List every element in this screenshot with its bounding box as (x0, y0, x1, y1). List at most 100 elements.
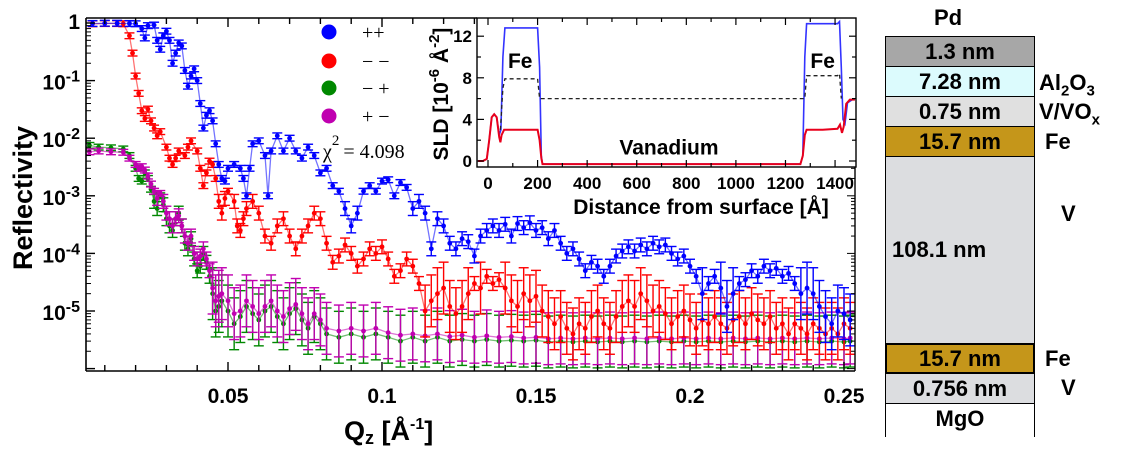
data-point (783, 265, 794, 281)
data-marker (287, 306, 292, 312)
data-marker (533, 293, 539, 299)
data-point (611, 248, 622, 264)
legend-label: ++ (362, 22, 385, 44)
data-point (481, 222, 492, 239)
sld-nuclear-line (499, 72, 842, 130)
data-point (210, 174, 221, 183)
data-point (309, 151, 320, 160)
data-point (715, 261, 726, 315)
data-marker (687, 263, 693, 269)
data-marker (164, 28, 169, 34)
layer-pd: 1.3 nm (885, 36, 1035, 67)
data-marker (188, 138, 194, 144)
data-point (263, 192, 274, 200)
data-marker (515, 221, 520, 226)
data-point (139, 34, 150, 42)
inset-label-vanadium: Vanadium (619, 137, 718, 160)
data-marker (496, 228, 502, 233)
data-marker (213, 141, 219, 147)
data-point (136, 107, 147, 115)
data-point (475, 228, 486, 244)
data-marker (136, 90, 142, 96)
data-point (198, 241, 209, 257)
data-point (290, 241, 301, 257)
data-point (654, 279, 665, 334)
inset-x-tick-label: 400 (573, 174, 601, 193)
data-marker (244, 193, 249, 199)
data-marker (816, 304, 822, 309)
data-marker (87, 149, 92, 155)
legend-label: − − (362, 51, 390, 73)
inset-annotations: Fe Fe Vanadium (508, 50, 835, 159)
layer-al2o3: 7.28 nm (885, 66, 1035, 97)
data-point (672, 289, 683, 344)
data-point (623, 239, 634, 255)
sld-inset: 0 200 400 600 800 1000 1200 1400 0 4 8 12 Fe Fe Vanad… (426, 17, 857, 219)
data-point (321, 301, 332, 355)
data-marker (472, 281, 477, 286)
data-point (685, 293, 695, 347)
data-point (586, 289, 597, 344)
data-marker (244, 206, 249, 211)
data-point (524, 274, 535, 328)
data-point (752, 293, 763, 347)
data-point (238, 174, 249, 183)
data-point (518, 220, 529, 236)
data-marker (435, 291, 440, 297)
data-marker (179, 223, 185, 229)
x-axis-title-unit: [Å (374, 415, 410, 446)
data-point (765, 263, 776, 279)
data-point (186, 228, 197, 244)
data-marker (299, 155, 305, 161)
data-marker (496, 334, 502, 340)
data-marker (173, 155, 179, 161)
data-marker (274, 133, 280, 139)
data-point (697, 267, 708, 321)
data-marker (262, 233, 268, 239)
data-marker (324, 240, 329, 246)
data-marker (607, 263, 613, 269)
data-point (309, 205, 320, 221)
data-marker (435, 216, 440, 222)
data-marker (619, 336, 625, 342)
data-point (740, 272, 751, 288)
data-marker (712, 314, 718, 319)
data-point (826, 297, 837, 351)
layer-thickness: 1.3 nm (925, 38, 995, 64)
inset-x-tick-label: 800 (672, 174, 700, 193)
data-point (241, 192, 252, 200)
data-point (678, 284, 689, 338)
data-point (494, 310, 505, 364)
data-marker (188, 233, 194, 239)
layer-thickness: 7.28 nm (919, 68, 1001, 94)
data-point (244, 164, 255, 172)
data-marker (139, 178, 145, 184)
data-marker (210, 118, 216, 124)
data-point (303, 297, 314, 351)
layer-material-fe-bottom: Fe (1045, 346, 1071, 371)
data-marker (447, 304, 453, 309)
data-point (648, 235, 659, 251)
data-marker (829, 321, 835, 327)
data-point (789, 297, 800, 351)
data-point (272, 218, 283, 234)
data-point (167, 160, 178, 169)
data-point (463, 234, 474, 250)
x-tick-label: 0.25 (824, 385, 865, 408)
data-point (407, 307, 418, 361)
data-marker (108, 149, 114, 155)
data-marker (521, 225, 527, 231)
data-point (253, 205, 264, 221)
data-point (395, 178, 406, 187)
material-text: Al (1039, 70, 1061, 95)
data-point (740, 297, 751, 351)
material-text: O (1069, 70, 1087, 95)
data-point (389, 192, 400, 200)
data-point (444, 279, 455, 334)
data-point (672, 251, 683, 267)
data-point (494, 272, 505, 288)
data-point (500, 261, 511, 315)
data-point (641, 241, 652, 257)
data-marker (200, 246, 206, 252)
data-point (561, 301, 572, 355)
